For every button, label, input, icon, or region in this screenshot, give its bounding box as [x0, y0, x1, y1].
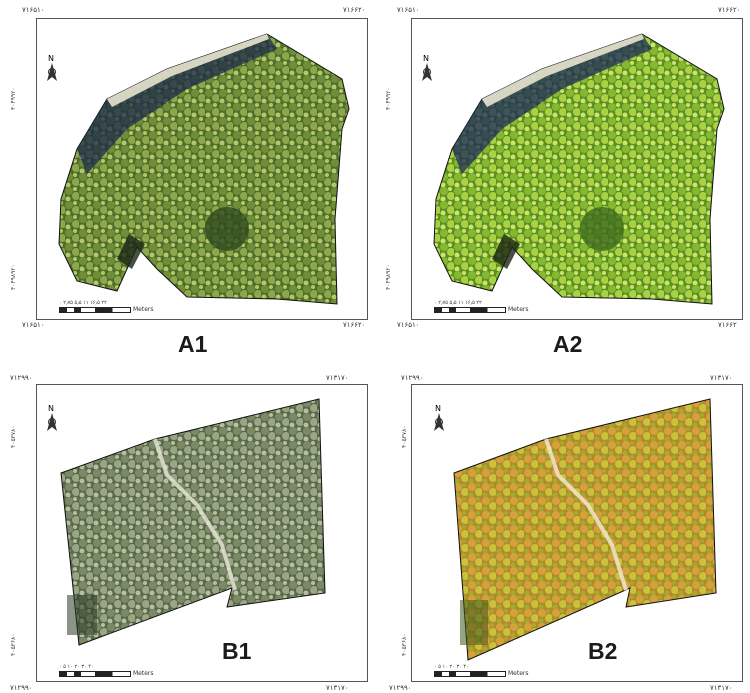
corner-label-top-left: ۷۱۲۹۹۰	[401, 374, 424, 382]
north-arrow-icon: N	[432, 403, 446, 437]
map-frame: N ۰ ۵ ۱۰ ۲۰ ۳۰ ۴۰ Meters	[411, 384, 743, 682]
corner-label-bottom-left: ۷۱۲۹۹۰	[10, 684, 33, 692]
orthophoto-map	[58, 33, 350, 305]
map-panel-b1: ۷۱۲۹۹۰ ۷۱۳۱۷۰ N ۰ ۵ ۱۰ ۲۰ ۳۰ ۴۰	[0, 368, 375, 693]
corner-label-top-right: ۷۱۳۱۷۰	[326, 374, 349, 382]
corner-label-bottom-right: ۷۱۳۱۷۰	[710, 684, 733, 692]
y-label-bottom: ۴۰۴۹۸۹۲۰	[385, 264, 392, 290]
map-panel-a2: ۷۱۶۵۱۰ ۷۱۶۶۲۰ N ۰ ۲٫۷۵ ۵٫۵ ۱۱ ۱	[375, 0, 750, 360]
dark-stand	[460, 600, 488, 645]
scale-bar-segments	[59, 671, 131, 677]
panel-label: B1	[222, 638, 252, 664]
corner-label-bottom-left: ۷۱۲۹۹۰	[389, 684, 412, 692]
y-label-top: ۴۰۵۳۷۸۰	[10, 425, 17, 448]
forest-plot-polygon	[60, 398, 326, 646]
scale-bar-segments	[434, 307, 506, 313]
trail-line	[153, 438, 237, 591]
corner-label-bottom-right: ۷۱۶۶۲۰	[343, 321, 366, 329]
svg-text:N: N	[48, 54, 54, 63]
shadow-strip	[452, 34, 652, 174]
y-label-top: ۴۰۴۹۹۲۰	[385, 87, 392, 110]
y-label-top: ۴۰۴۹۹۲۰	[10, 87, 17, 110]
orthophoto-map	[453, 398, 717, 661]
corner-label-top-right: ۷۱۳۱۷۰	[710, 374, 733, 382]
panel-label: A2	[553, 331, 583, 357]
north-arrow-icon: N	[45, 403, 59, 437]
shadow-gap	[492, 234, 520, 269]
scale-bar-numbers: ۰ ۲٫۷۵ ۵٫۵ ۱۱ ۱۶٫۵ ۲۲	[434, 300, 482, 306]
road-strip	[482, 34, 644, 107]
corner-label-top-left: ۷۱۶۵۱۰	[22, 6, 45, 14]
y-label-top: ۴۰۵۳۷۸۰	[401, 425, 408, 448]
svg-text:N: N	[48, 404, 54, 413]
y-label-bottom: ۴۰۴۹۸۹۲۰	[10, 264, 17, 290]
shadow-gap	[117, 234, 145, 269]
road-strip	[107, 34, 269, 107]
shadow-strip	[77, 34, 277, 174]
orthophoto-map	[433, 33, 725, 305]
scale-bar-segments	[59, 307, 131, 313]
scale-bar-numbers: ۰ ۵ ۱۰ ۲۰ ۳۰ ۴۰	[434, 664, 469, 670]
map-frame: N ۰ ۲٫۷۵ ۵٫۵ ۱۱ ۱۶٫۵ ۲۲ Meters	[411, 18, 743, 320]
panel-label: A1	[178, 331, 208, 357]
dark-tree-cluster	[205, 207, 249, 251]
corner-label-top-left: ۷۱۲۹۹۰	[10, 374, 33, 382]
trail-line	[544, 438, 628, 591]
map-frame: N ۰ ۵ ۱۰ ۲۰ ۳۰ ۴۰ Meters	[36, 384, 368, 682]
scale-bar-unit: Meters	[508, 670, 529, 677]
dark-tree-cluster	[580, 207, 624, 251]
scale-bar-numbers: ۰ ۵ ۱۰ ۲۰ ۳۰ ۴۰	[59, 664, 94, 670]
map-frame: N ۰ ۲٫۷۵ ۵٫۵ ۱۱ ۱۶٫۵ ۲۲ Meters	[36, 18, 368, 320]
panel-label: B2	[588, 638, 618, 664]
map-panel-a1: ۷۱۶۵۱۰ ۷۱۶۶۲۰ N ۰ ۲٫۷۵ ۵٫۵ ۱۱ ۱	[0, 0, 375, 360]
scale-bar-unit: Meters	[133, 306, 154, 313]
corner-label-bottom-left: ۷۱۶۵۱۰	[22, 321, 45, 329]
corner-label-top-right: ۷۱۶۶۲۰	[718, 6, 741, 14]
svg-text:N: N	[435, 404, 441, 413]
scale-bar-numbers: ۰ ۲٫۷۵ ۵٫۵ ۱۱ ۱۶٫۵ ۲۲	[59, 300, 107, 306]
corner-label-top-right: ۷۱۶۶۲۰	[343, 6, 366, 14]
corner-label-bottom-right: ۷۱۶۶۲	[718, 321, 737, 329]
corner-label-bottom-right: ۷۱۳۱۷۰	[326, 684, 349, 692]
corner-label-bottom-left: ۷۱۶۵۱۰	[397, 321, 420, 329]
scale-bar-unit: Meters	[133, 670, 154, 677]
scale-bar-unit: Meters	[508, 306, 529, 313]
orthophoto-map	[60, 398, 326, 646]
north-arrow-icon: N	[420, 53, 434, 87]
dark-stand	[67, 595, 97, 635]
corner-label-top-left: ۷۱۶۵۱۰	[397, 6, 420, 14]
y-label-bottom: ۴۰۵۳۶۸۰	[10, 633, 17, 656]
forest-plot-polygon	[453, 398, 717, 661]
y-label-bottom: ۴۰۵۳۶۸۰	[401, 633, 408, 656]
north-arrow-icon: N	[45, 53, 59, 87]
map-panel-b2: ۷۱۲۹۹۰ ۷۱۳۱۷۰ N ۰ ۵ ۱۰ ۲۰ ۳۰ ۴۰	[375, 368, 750, 693]
svg-text:N: N	[423, 54, 429, 63]
scale-bar-segments	[434, 671, 506, 677]
